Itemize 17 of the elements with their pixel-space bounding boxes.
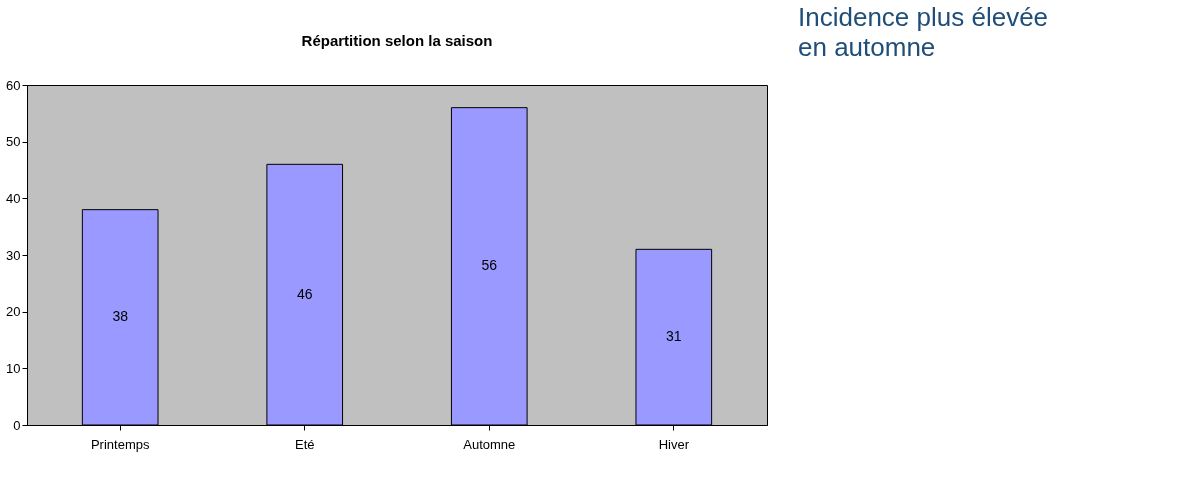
chart-title: Répartition selon la saison bbox=[301, 32, 493, 49]
y-tick-label: 30 bbox=[6, 247, 21, 263]
data-label: 38 bbox=[112, 308, 129, 325]
data-label: 31 bbox=[666, 328, 682, 345]
y-tick-label: 20 bbox=[6, 304, 21, 320]
data-label: 46 bbox=[296, 285, 313, 302]
y-tick-label: 40 bbox=[6, 190, 21, 206]
y-tick-label: 60 bbox=[6, 77, 21, 93]
data-label: 56 bbox=[481, 257, 498, 274]
x-tick-label: Hiver bbox=[658, 436, 690, 452]
y-tick-label: 0 bbox=[13, 417, 21, 433]
text: Incidence plus élevée en automne bbox=[798, 2, 1049, 62]
x-tick-label: Printemps bbox=[90, 436, 150, 452]
x-tick-label: Automne bbox=[463, 436, 516, 452]
y-tick-label: 10 bbox=[6, 360, 21, 376]
y-tick-label: 50 bbox=[6, 134, 21, 150]
x-tick-label: Eté bbox=[294, 436, 315, 452]
